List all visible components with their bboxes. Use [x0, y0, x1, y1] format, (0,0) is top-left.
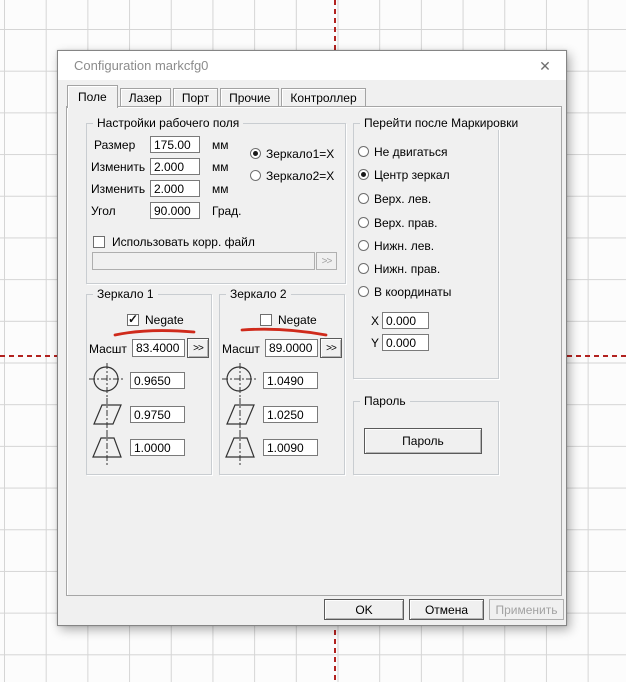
- mirror2-scale-label: Масшт: [222, 342, 260, 356]
- change-x-unit: мм: [212, 160, 229, 174]
- circle-distortion-icon: [222, 363, 260, 397]
- password-group: Пароль Пароль: [353, 394, 499, 475]
- mirror1-scale-expand-button[interactable]: >>: [187, 338, 209, 358]
- goto-bottom-right-radio[interactable]: [358, 263, 369, 274]
- goto-after-marking-group: Перейти после Маркировки Не двигаться Це…: [353, 116, 523, 379]
- goto-top-right-radio[interactable]: [358, 217, 369, 228]
- mirror1-scale-input[interactable]: 83.4000: [132, 339, 185, 357]
- coord-y-label: Y: [371, 336, 380, 350]
- goto-bottom-left-label: Нижн. лев.: [374, 239, 435, 253]
- tab-strip: Поле Лазер Порт Прочие Контроллер: [67, 84, 366, 108]
- mirror1-group-title: Зеркало 1: [93, 287, 158, 301]
- mirror1-negate-checkbox[interactable]: [127, 312, 139, 326]
- mirror1-negate-label: Negate: [145, 313, 184, 327]
- configuration-dialog: Configuration markcfg0 ✕ Поле Лазер Порт…: [57, 50, 567, 626]
- mirror2-x-radio-label: Зеркало2=X: [266, 169, 335, 183]
- dialog-title: Configuration markcfg0: [74, 58, 209, 73]
- goto-coordinates-label: В координаты: [374, 285, 452, 299]
- password-button[interactable]: Пароль: [364, 428, 482, 454]
- goto-after-marking-group-title: Перейти после Маркировки: [360, 116, 523, 130]
- tab-pole[interactable]: Поле: [67, 85, 118, 108]
- password-group-title: Пароль: [360, 394, 410, 408]
- apply-button[interactable]: Применить: [489, 599, 564, 620]
- mirror1-group: Зеркало 1 Negate Масшт 83.4000 >> 0.9650: [86, 287, 212, 475]
- goto-coordinates-radio[interactable]: [358, 286, 369, 297]
- mirror1-scale-label: Масшт: [89, 342, 127, 356]
- title-bar[interactable]: Configuration markcfg0 ✕: [58, 51, 566, 80]
- ok-button[interactable]: OK: [324, 599, 404, 620]
- mirror2-circle-coef-input[interactable]: 1.0490: [263, 372, 318, 389]
- change-y-label: Изменить: [91, 182, 146, 196]
- red-underline-annotation-mirror1: [113, 329, 196, 337]
- angle-unit: Град.: [212, 204, 242, 218]
- size-input[interactable]: 175.00: [150, 136, 200, 153]
- tab-port[interactable]: Порт: [172, 88, 219, 107]
- goto-bottom-left-radio[interactable]: [358, 240, 369, 251]
- mirror2-parallelogram-coef-input[interactable]: 1.0250: [263, 406, 318, 423]
- mirror2-scale-expand-button[interactable]: >>: [320, 338, 342, 358]
- change-x-label: Изменить: [91, 160, 146, 174]
- coord-x-label: X: [371, 314, 380, 328]
- tab-kontroller[interactable]: Контроллер: [281, 88, 366, 107]
- change-y-input[interactable]: 2.000: [150, 180, 200, 197]
- angle-label: Угол: [91, 204, 116, 218]
- mirror2-scale-input[interactable]: 89.0000: [265, 339, 318, 357]
- mirror2-x-radio[interactable]: [250, 170, 261, 181]
- corr-file-browse-button[interactable]: >>: [316, 252, 337, 270]
- tab-page-pole: Настройки рабочего поля Размер 175.00 мм…: [66, 106, 562, 596]
- change-x-input[interactable]: 2.000: [150, 158, 200, 175]
- goto-top-left-radio[interactable]: [358, 193, 369, 204]
- coord-x-input[interactable]: 0.000: [382, 312, 429, 329]
- angle-input[interactable]: 90.000: [150, 202, 200, 219]
- parallelogram-distortion-icon: [89, 398, 127, 432]
- goto-mirror-center-label: Центр зеркал: [374, 168, 450, 182]
- goto-no-move-radio[interactable]: [358, 146, 369, 157]
- trapezoid-distortion-icon: [222, 431, 260, 465]
- goto-top-right-label: Верх. прав.: [374, 216, 438, 230]
- mirror2-trapezoid-coef-input[interactable]: 1.0090: [263, 439, 318, 456]
- size-label: Размер: [94, 138, 136, 152]
- working-field-group: Настройки рабочего поля Размер 175.00 мм…: [86, 116, 346, 284]
- mirror1-trapezoid-coef-input[interactable]: 1.0000: [130, 439, 185, 456]
- mirror1-x-radio[interactable]: [250, 148, 261, 159]
- coord-y-input[interactable]: 0.000: [382, 334, 429, 351]
- size-unit: мм: [212, 138, 229, 152]
- close-icon[interactable]: ✕: [539, 58, 551, 74]
- goto-bottom-right-label: Нижн. прав.: [374, 262, 441, 276]
- mirror2-negate-checkbox[interactable]: [260, 314, 272, 326]
- mirror1-x-radio-label: Зеркало1=X: [266, 147, 335, 161]
- goto-no-move-label: Не двигаться: [374, 145, 448, 159]
- corr-file-path-input[interactable]: [92, 252, 315, 270]
- mirror1-parallelogram-coef-input[interactable]: 0.9750: [130, 406, 185, 423]
- mirror2-group-title: Зеркало 2: [226, 287, 291, 301]
- mirror1-circle-coef-input[interactable]: 0.9650: [130, 372, 185, 389]
- red-underline-annotation-mirror2: [240, 327, 328, 337]
- mirror2-negate-label: Negate: [278, 313, 317, 327]
- use-corr-file-label: Использовать корр. файл: [112, 235, 255, 249]
- use-corr-file-checkbox[interactable]: [93, 236, 105, 248]
- working-field-group-title: Настройки рабочего поля: [93, 116, 244, 130]
- parallelogram-distortion-icon: [222, 398, 260, 432]
- circle-distortion-icon: [89, 363, 127, 397]
- tab-lazer[interactable]: Лазер: [119, 88, 171, 107]
- goto-top-left-label: Верх. лев.: [374, 192, 432, 206]
- trapezoid-distortion-icon: [89, 431, 127, 465]
- goto-mirror-center-radio[interactable]: [358, 169, 369, 180]
- cancel-button[interactable]: Отмена: [409, 599, 484, 620]
- tab-prochie[interactable]: Прочие: [220, 88, 280, 107]
- mirror2-group: Зеркало 2 Negate Масшт 89.0000 >> 1.0490: [219, 287, 345, 475]
- change-y-unit: мм: [212, 182, 229, 196]
